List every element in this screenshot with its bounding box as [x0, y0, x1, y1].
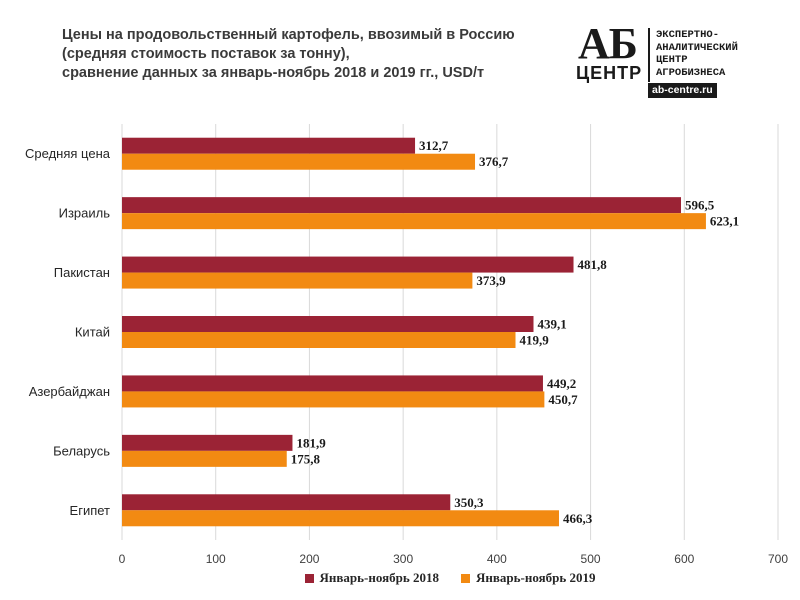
- logo-centr-text: ЦЕНТР: [576, 63, 643, 83]
- x-tick-label-300: 300: [393, 552, 413, 566]
- chart-title-line-1: Цены на продовольственный картофель, вво…: [62, 27, 515, 43]
- data-label-2019: 450,7: [548, 392, 578, 407]
- data-label-2018: 596,5: [685, 198, 715, 213]
- ab-centre-logo: АБ ЦЕНТР ЭКСПЕРТНО- АНАЛИТИЧЕСКИЙ ЦЕНТР …: [576, 19, 781, 102]
- logo-description: ЭКСПЕРТНО- АНАЛИТИЧЕСКИЙ ЦЕНТР АГРОБИЗНЕ…: [656, 29, 738, 79]
- x-tick-label-0: 0: [119, 552, 126, 566]
- data-label-2018: 312,7: [419, 138, 449, 153]
- bar-2019: [122, 153, 476, 170]
- category-label: Израиль: [59, 206, 111, 221]
- legend-label-2018: Январь-ноябрь 2018: [319, 570, 439, 585]
- bar-2018: [122, 494, 451, 511]
- bar-2018: [122, 256, 574, 273]
- data-label-2018: 181,9: [296, 435, 326, 450]
- category-label: Беларусь: [53, 443, 110, 458]
- logo-url: ab-centre.ru: [648, 83, 717, 98]
- logo-text-line-4: АГРОБИЗНЕСА: [656, 66, 726, 79]
- data-label-2019: 373,9: [476, 273, 506, 288]
- bar-2018: [122, 434, 293, 451]
- category-label: Египет: [70, 503, 111, 518]
- logo-text-line-3: ЦЕНТР: [656, 54, 688, 66]
- bar-2019: [122, 510, 559, 527]
- data-label-2019: 419,9: [520, 333, 550, 348]
- bar-2018: [122, 197, 682, 214]
- logo-text-line-2: АНАЛИТИЧЕСКИЙ: [656, 41, 738, 54]
- chart-title-line-2: (средняя стоимость поставок за тонну),: [62, 46, 350, 62]
- bar-2019: [122, 391, 545, 408]
- bar-2018: [122, 316, 534, 332]
- logo-divider: [648, 28, 650, 82]
- x-tick-label-400: 400: [487, 552, 507, 566]
- data-label-2018: 439,1: [537, 317, 566, 332]
- legend-label-2019: Январь-ноябрь 2019: [476, 570, 596, 585]
- bar-2019: [122, 332, 516, 348]
- data-label-2018: 449,2: [547, 376, 576, 391]
- legend-item-2018: Январь-ноябрь 2018: [205, 570, 439, 586]
- bar-2019: [122, 272, 473, 289]
- x-tick-label-500: 500: [581, 552, 601, 566]
- category-label: Средняя цена: [25, 146, 111, 161]
- bar-2018: [122, 137, 416, 154]
- bar-2019: [122, 450, 287, 467]
- bar-2019: [122, 213, 706, 230]
- bar-2018: [122, 375, 543, 392]
- legend-item-2019: Январь-ноябрь 2019: [461, 570, 595, 586]
- x-tick-label-200: 200: [299, 552, 319, 566]
- chart-legend: Январь-ноябрь 2018 Январь-ноябрь 2019: [0, 570, 800, 586]
- logo-text-line-1: ЭКСПЕРТНО-: [656, 29, 720, 41]
- legend-swatch-2019: [461, 573, 470, 583]
- category-label: Азербайджан: [29, 384, 110, 399]
- x-tick-label-100: 100: [206, 552, 226, 566]
- category-label: Пакистан: [54, 265, 110, 280]
- chart-title-line-3: сравнение данных за январь-ноябрь 2018 и…: [62, 65, 485, 81]
- category-label: Китай: [75, 325, 110, 340]
- data-label-2019: 175,8: [291, 451, 321, 466]
- logo-ab-mark: АБ: [578, 19, 638, 68]
- x-tick-label-700: 700: [768, 552, 788, 566]
- data-label-2019: 466,3: [563, 511, 593, 526]
- data-label-2019: 376,7: [479, 154, 509, 169]
- data-label-2018: 481,8: [578, 257, 608, 272]
- data-label-2019: 623,1: [710, 214, 739, 229]
- legend-swatch-2018: [304, 573, 314, 583]
- data-label-2018: 350,3: [454, 495, 484, 510]
- x-tick-label-600: 600: [674, 552, 694, 566]
- chart-title: Цены на продовольственный картофель, вво…: [62, 26, 562, 83]
